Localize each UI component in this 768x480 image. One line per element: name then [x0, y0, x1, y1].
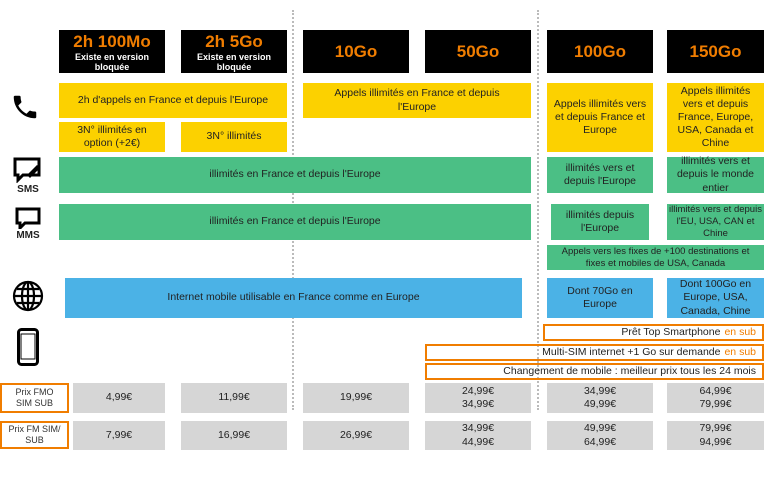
plan-name: 2h 100Mo — [73, 31, 151, 51]
internet-plan-6: Dont 100Go en Europe, USA, Canada, Chine — [667, 278, 764, 318]
sms-plans-1-4: illimités en France et depuis l'Europe — [59, 157, 531, 193]
pret-label: Prêt Top Smartphone — [621, 325, 721, 338]
price-value: 44,99€ — [461, 435, 495, 448]
price-value: 34,99€ — [461, 422, 495, 435]
phone-icon — [13, 95, 37, 119]
calls-plan-5: Appels illimités vers et depuis France e… — [547, 83, 653, 152]
price-value: 11,99€ — [218, 391, 250, 404]
plan-header-10go: 10Go — [303, 30, 409, 73]
price-value: 19,99€ — [339, 391, 373, 404]
multi-sim: Multi-SIM internet +1 Go sur demande en s… — [425, 344, 764, 361]
price-label-fm: Prix FM SIM/ SUB — [0, 421, 69, 449]
plan-sub: Existe en version bloquée — [196, 51, 272, 73]
globe-icon — [12, 280, 44, 312]
sms-plan-6: illimités vers et depuis le monde entier — [667, 155, 764, 194]
price-value: 7,99€ — [105, 428, 133, 441]
smartphone-icon — [17, 328, 39, 366]
price-cell: 11,99€ — [181, 383, 287, 413]
price-value: 49,99€ — [583, 422, 617, 435]
price-value: 26,99€ — [339, 428, 373, 441]
changement-label: Changement de mobile : meilleur prix tou… — [503, 364, 756, 377]
price-label-fmo: Prix FMO SIM SUB — [0, 383, 69, 413]
mms-plans-1-4: illimités en France et depuis l'Europe — [59, 204, 531, 240]
pret-accent: en sub — [724, 325, 756, 338]
plan-name: 100Go — [574, 41, 626, 61]
divider — [537, 10, 539, 410]
sms-label: SMS — [17, 184, 39, 195]
calls-plans-3-4: Appels illimités en France et depuis l'E… — [303, 83, 531, 118]
plan-header-50go: 50Go — [425, 30, 531, 73]
plan-name: 2h 5Go — [205, 31, 263, 51]
price-cell: 49,99€ 64,99€ — [547, 421, 653, 450]
price-value: 49,99€ — [583, 398, 617, 410]
price-value: 64,99€ — [699, 384, 732, 397]
price-value: 79,99€ — [699, 422, 732, 435]
plan-header-2h-100mo: 2h 100Mo Existe en version bloquée — [59, 30, 165, 73]
price-cell: 79,99€ 94,99€ — [667, 421, 764, 450]
plan-sub: Existe en version bloquée — [74, 51, 150, 73]
plan-name: 150Go — [689, 41, 742, 61]
price-cell: 26,99€ — [303, 421, 409, 450]
price-value: 79,99€ — [699, 398, 732, 410]
price-cell: 34,99€ 44,99€ — [425, 421, 531, 450]
price-cell: 24,99€ 34,99€ — [425, 383, 531, 413]
price-value: 24,99€ — [461, 384, 495, 397]
fixed-calls-plans-5-6: Appels vers les fixes de +100 destinatio… — [547, 245, 764, 270]
3n-plan-2: 3N° illimités — [181, 122, 287, 152]
price-value: 16,99€ — [217, 428, 251, 441]
internet-plan-5: Dont 70Go en Europe — [547, 278, 653, 318]
plan-header-100go: 100Go — [547, 30, 653, 73]
price-cell: 16,99€ — [181, 421, 287, 450]
price-cell: 7,99€ — [73, 421, 165, 450]
price-value: 94,99€ — [699, 435, 732, 448]
multisim-label: Multi-SIM internet +1 Go sur demande — [542, 345, 721, 358]
price-cell: 64,99€ 79,99€ — [667, 383, 764, 413]
sms-icon — [13, 157, 41, 183]
multisim-accent: en sub — [724, 345, 756, 358]
changement-mobile: Changement de mobile : meilleur prix tou… — [425, 363, 764, 380]
plan-name: 50Go — [456, 41, 500, 61]
3n-option-plan-1: 3N° illimités en option (+2€) — [59, 122, 165, 152]
plan-name: 10Go — [334, 41, 378, 61]
internet-plans-1-4: Internet mobile utilisable en France com… — [65, 278, 522, 318]
mms-plan-6: illimités vers et depuis l'EU, USA, CAN … — [667, 204, 764, 240]
mms-icon — [15, 207, 41, 229]
price-cell: 19,99€ — [303, 383, 409, 413]
price-cell: 4,99€ — [73, 383, 165, 413]
price-cell: 34,99€ 49,99€ — [547, 383, 653, 413]
price-value: 34,99€ — [461, 398, 495, 410]
price-value: 64,99€ — [583, 435, 617, 448]
plan-header-2h-5go: 2h 5Go Existe en version bloquée — [181, 30, 287, 73]
calls-plan-6: Appels illimités vers et depuis France, … — [667, 83, 764, 152]
mms-label: MMS — [16, 230, 40, 241]
sms-plan-5: illimités vers et depuis l'Europe — [547, 157, 653, 193]
calls-plans-1-2: 2h d'appels en France et depuis l'Europe — [59, 83, 287, 118]
mms-plan-5: illimités depuis l'Europe — [551, 204, 649, 240]
pret-smartphone: Prêt Top Smartphone en sub — [543, 324, 764, 341]
price-value: 34,99€ — [583, 384, 617, 397]
price-value: 4,99€ — [105, 391, 133, 404]
plan-header-150go: 150Go — [667, 30, 764, 73]
